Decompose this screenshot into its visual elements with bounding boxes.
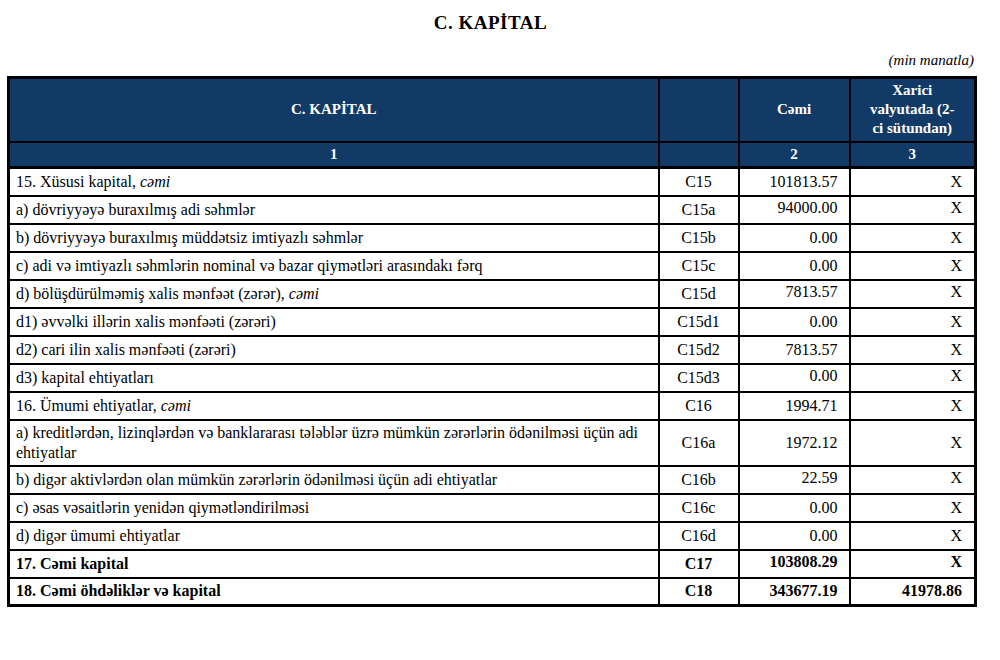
header-number-row: 1 2 3 <box>9 142 976 168</box>
row-value: 0.00 <box>739 224 850 252</box>
row-fx-value: X <box>850 364 976 392</box>
row-label: c) əsas vəsaitlərin yenidən qiymətləndir… <box>9 494 659 522</box>
row-value: 343677.19 <box>739 578 850 606</box>
row-fx-value: X <box>850 168 976 196</box>
unit-note: (min manatla) <box>7 52 974 69</box>
row-code: C16a <box>659 420 739 466</box>
row-fx-value: X <box>850 224 976 252</box>
table-row-c15a: a) dövriyyəyə buraxılmış adi səhmlər C15… <box>9 196 976 224</box>
row-fx-value: X <box>850 336 976 364</box>
table-row-c15: 15. Xüsusi kapital, cəmi C15 101813.57 X <box>9 168 976 196</box>
header-label-cell: C. KAPİTAL <box>9 78 659 142</box>
header-num-1: 1 <box>9 142 659 168</box>
header-total-cell: Cəmi <box>739 78 850 142</box>
row-fx-value: X <box>850 522 976 550</box>
row-code: C18 <box>659 578 739 606</box>
row-value: 0.00 <box>739 364 850 392</box>
row-fx-value: X <box>850 466 976 494</box>
table-row-c15b: b) dövriyyəyə buraxılmış müddətsiz imtiy… <box>9 224 976 252</box>
row-code: C16d <box>659 522 739 550</box>
row-fx-value: X <box>850 280 976 308</box>
row-label: d3) kapital ehtiyatları <box>9 364 659 392</box>
capital-table: C. KAPİTAL Cəmi Xarici valyutada (2- ci … <box>7 76 977 607</box>
header-num-code <box>659 142 739 168</box>
row-value: 1972.12 <box>739 420 850 466</box>
row-code: C15a <box>659 196 739 224</box>
table-row-c18-total-liabilities-capital: 18. Cəmi öhdəliklər və kapital C18 34367… <box>9 578 976 606</box>
row-code: C15b <box>659 224 739 252</box>
header-num-2: 2 <box>739 142 850 168</box>
row-fx-value: X <box>850 550 976 578</box>
table-row-c16b: b) digər aktivlərdən olan mümkün zərərlə… <box>9 466 976 494</box>
row-fx-value: X <box>850 392 976 420</box>
row-value: 7813.57 <box>739 336 850 364</box>
row-label: d2) cari ilin xalis mənfəəti (zərəri) <box>9 336 659 364</box>
row-fx-value: X <box>850 308 976 336</box>
row-value: 0.00 <box>739 494 850 522</box>
table-row-c16c: c) əsas vəsaitlərin yenidən qiymətləndir… <box>9 494 976 522</box>
row-code: C15d2 <box>659 336 739 364</box>
row-value: 1994.71 <box>739 392 850 420</box>
row-label: b) digər aktivlərdən olan mümkün zərərlə… <box>9 466 659 494</box>
row-code: C15c <box>659 252 739 280</box>
row-code: C15d <box>659 280 739 308</box>
table-row-c15c: c) adi və imtiyazlı səhmlərin nominal və… <box>9 252 976 280</box>
row-fx-value: 41978.86 <box>850 578 976 606</box>
row-code: C16c <box>659 494 739 522</box>
row-code: C15d3 <box>659 364 739 392</box>
table-row-c15d1: d1) əvvəlki illərin xalis mənfəəti (zərə… <box>9 308 976 336</box>
row-code: C17 <box>659 550 739 578</box>
row-value: 0.00 <box>739 308 850 336</box>
row-code: C16 <box>659 392 739 420</box>
row-label: 16. Ümumi ehtiyatlar, cəmi <box>9 392 659 420</box>
row-code: C16b <box>659 466 739 494</box>
row-label: a) dövriyyəyə buraxılmış adi səhmlər <box>9 196 659 224</box>
table-body: 15. Xüsusi kapital, cəmi C15 101813.57 X… <box>9 168 976 606</box>
table-row-c15d: d) bölüşdürülməmiş xalis mənfəət (zərər)… <box>9 280 976 308</box>
row-label: d) bölüşdürülməmiş xalis mənfəət (zərər)… <box>9 280 659 308</box>
row-value: 103808.29 <box>739 550 850 578</box>
row-value: 7813.57 <box>739 280 850 308</box>
header-num-3: 3 <box>850 142 976 168</box>
page-title: C. KAPİTAL <box>7 12 974 34</box>
row-value: 0.00 <box>739 252 850 280</box>
row-value: 22.59 <box>739 466 850 494</box>
row-fx-value: X <box>850 196 976 224</box>
header-code-cell <box>659 78 739 142</box>
row-value: 0.00 <box>739 522 850 550</box>
row-label: 15. Xüsusi kapital, cəmi <box>9 168 659 196</box>
table-row-c17-total-capital: 17. Cəmi kapital C17 103808.29 X <box>9 550 976 578</box>
row-label: a) kreditlərdən, lizinqlərdən və banklar… <box>9 420 659 466</box>
row-label: c) adi və imtiyazlı səhmlərin nominal və… <box>9 252 659 280</box>
row-label: d) digər ümumi ehtiyatlar <box>9 522 659 550</box>
row-fx-value: X <box>850 252 976 280</box>
table-row-c16a: a) kreditlərdən, lizinqlərdən və banklar… <box>9 420 976 466</box>
row-code: C15 <box>659 168 739 196</box>
row-label: b) dövriyyəyə buraxılmış müddətsiz imtiy… <box>9 224 659 252</box>
row-value: 101813.57 <box>739 168 850 196</box>
table-row-c15d3: d3) kapital ehtiyatları C15d3 0.00 X <box>9 364 976 392</box>
table-row-c16d: d) digər ümumi ehtiyatlar C16d 0.00 X <box>9 522 976 550</box>
row-label: 18. Cəmi öhdəliklər və kapital <box>9 578 659 606</box>
table-row-c16: 16. Ümumi ehtiyatlar, cəmi C16 1994.71 X <box>9 392 976 420</box>
row-code: C15d1 <box>659 308 739 336</box>
row-label: d1) əvvəlki illərin xalis mənfəəti (zərə… <box>9 308 659 336</box>
table-row-c15d2: d2) cari ilin xalis mənfəəti (zərəri) C1… <box>9 336 976 364</box>
header-row: C. KAPİTAL Cəmi Xarici valyutada (2- ci … <box>9 78 976 142</box>
header-fx-cell: Xarici valyutada (2- ci sütundan) <box>850 78 976 142</box>
table-header: C. KAPİTAL Cəmi Xarici valyutada (2- ci … <box>9 78 976 168</box>
row-fx-value: X <box>850 494 976 522</box>
row-fx-value: X <box>850 420 976 466</box>
row-value: 94000.00 <box>739 196 850 224</box>
row-label: 17. Cəmi kapital <box>9 550 659 578</box>
